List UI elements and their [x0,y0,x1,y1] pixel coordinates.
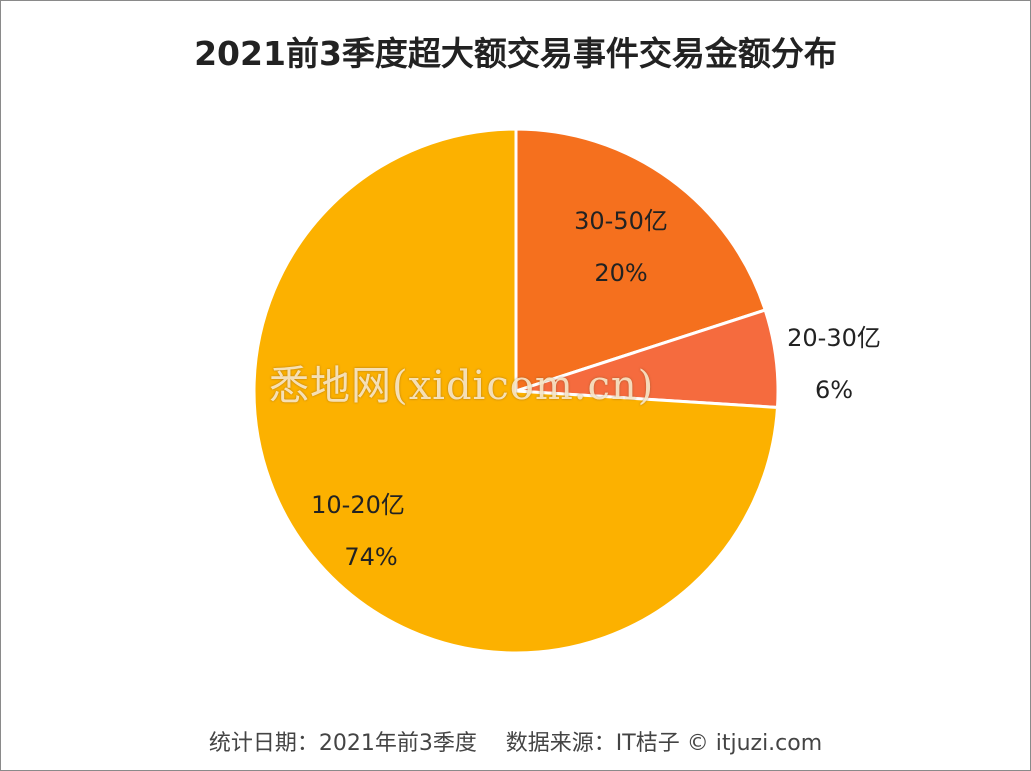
slice-label-2: 10-20亿 [311,491,405,519]
watermark: 悉地网(xidicom.cn) [269,363,655,409]
pie-slice-0 [514,127,768,394]
pie-slice-2 [252,127,780,655]
chart-title: 2021前3季度超大额交易事件交易金额分布 [194,34,837,73]
slice-value-label-0: 20% [594,259,647,287]
footer-source: 统计日期：2021年前3季度 数据来源：IT桔子 © itjuzi.com [208,731,823,756]
slice-value-label-2: 74% [344,543,397,571]
slice-label-0: 30-50亿 [574,207,668,235]
slice-label-1: 20-30亿 [787,324,881,352]
slice-value-label-1: 6% [815,376,853,404]
